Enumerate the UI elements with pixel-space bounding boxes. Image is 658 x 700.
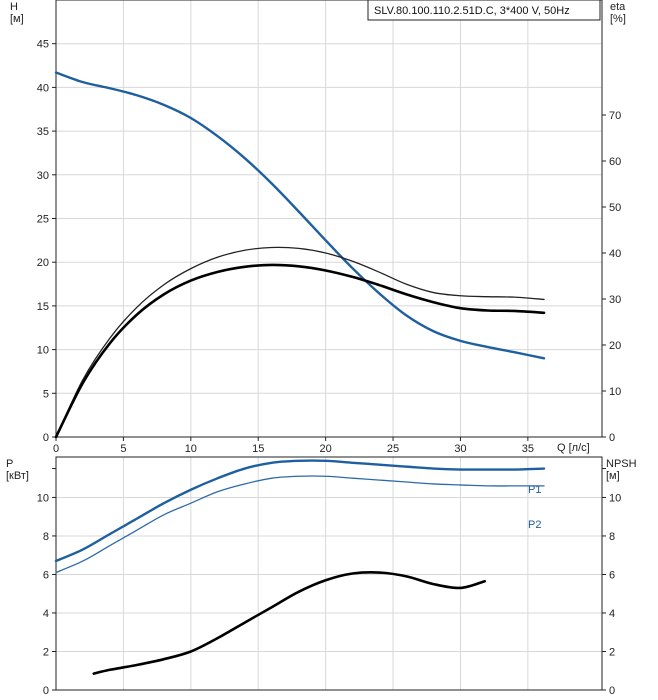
y-tick-label: 0: [43, 685, 49, 697]
y-right-tick-label: 6: [609, 569, 615, 581]
y-tick-label: 0: [43, 432, 49, 444]
y-tick-label: 30: [37, 170, 49, 182]
y-right-tick-label: 4: [609, 608, 615, 620]
series-label-p1: P1: [528, 484, 541, 496]
y-tick-label: 45: [37, 39, 49, 51]
top-chart-ticks: 0 5 10 15 20 25 30 35 0 5 10 15 20 25 30 35 40 45 0 10 20 30 4…: [37, 39, 622, 455]
y-right-tick-label: 10: [609, 386, 621, 398]
y-tick-label: 40: [37, 82, 49, 94]
y-right-tick-label: 70: [609, 110, 621, 122]
y-right-tick-label: 0: [609, 685, 615, 697]
left-axis-label-h: H [м]: [10, 1, 24, 25]
npsh-curve: [92, 570, 487, 675]
head-curve: [54, 71, 546, 360]
y-tick-label: 4: [43, 608, 49, 620]
top-chart-grid: [56, 0, 602, 437]
y-tick-label: 8: [43, 531, 49, 543]
y-right-tick-label: 0: [609, 432, 615, 444]
model-title-box: [367, 0, 601, 21]
y-tick-label: 35: [37, 126, 49, 138]
top-chart-series: [54, 71, 546, 439]
x-tick-label: 15: [252, 443, 264, 455]
x-tick-label: 5: [120, 443, 126, 455]
y-tick-label: 10: [37, 492, 49, 504]
y-right-tick-label: 20: [609, 340, 621, 352]
x-tick-label: 10: [185, 443, 197, 455]
x-tick-label: 20: [320, 443, 332, 455]
series-label-p2: P2: [528, 519, 541, 531]
y-right-tick-label: 60: [609, 156, 621, 168]
x-axis-label-q: Q [л/с]: [557, 442, 590, 454]
y-right-tick-label: 8: [609, 531, 615, 543]
y-tick-label: 5: [43, 388, 49, 400]
x-tick-label: 25: [387, 443, 399, 455]
x-tick-label: 35: [522, 443, 534, 455]
efficiency-curve-thin: [55, 246, 545, 438]
y-right-tick-label: 50: [609, 202, 621, 214]
y-right-tick-label: 2: [609, 646, 615, 658]
y-tick-label: 15: [37, 301, 49, 313]
power-p1-curve: [54, 459, 546, 563]
bottom-chart-series: [54, 459, 546, 675]
model-title: SLV.80.100.110.2.51D.C, 3*400 V, 50Hz: [374, 5, 570, 17]
y-right-tick-label: 30: [609, 294, 621, 306]
y-tick-label: 20: [37, 257, 49, 269]
right-axis-label-npsh: NPSH [м]: [606, 458, 637, 482]
y-right-tick-label: 40: [609, 248, 621, 260]
y-tick-label: 2: [43, 646, 49, 658]
bottom-chart-grid: [56, 457, 602, 690]
efficiency-curve-thick: [54, 263, 546, 439]
y-tick-label: 25: [37, 214, 49, 226]
power-p2-curve: [55, 475, 545, 574]
x-tick-label: 0: [53, 443, 59, 455]
x-tick-label: 30: [454, 443, 466, 455]
left-axis-label-p: P [кВт]: [6, 458, 29, 482]
y-right-tick-label: 10: [609, 492, 621, 504]
bottom-chart-frame: [55, 456, 603, 691]
y-tick-label: 10: [37, 345, 49, 357]
y-tick-label: 6: [43, 569, 49, 581]
bottom-chart-ticks: 0 2 4 6 8 10 0 2 4 6 8 10: [37, 468, 621, 697]
right-axis-label-eta: eta [%]: [610, 1, 626, 25]
